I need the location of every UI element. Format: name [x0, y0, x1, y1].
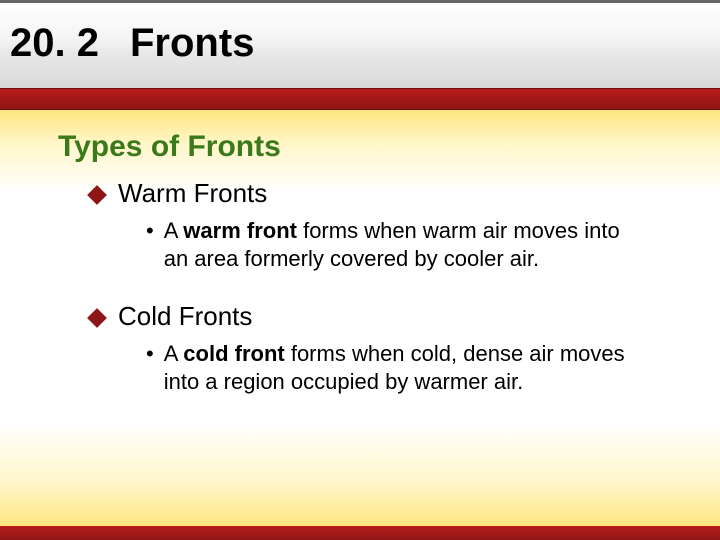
accent-bar-top [0, 88, 720, 110]
subhead-warm: Warm Fronts [90, 178, 670, 209]
bullet-text: A cold front forms when cold, dense air … [164, 340, 650, 396]
topic-title: Types of Fronts [58, 130, 670, 164]
diamond-icon [87, 185, 107, 205]
bullet-block: • A warm front forms when warm air moves… [146, 217, 650, 273]
subhead-text: Warm Fronts [118, 178, 267, 209]
bullet-bold: warm front [183, 218, 297, 243]
header-band: 20. 2 Fronts [0, 0, 720, 88]
bullet-block: • A cold front forms when cold, dense ai… [146, 340, 650, 396]
bullet-prefix: A [164, 341, 184, 366]
section-title: Fronts [130, 21, 254, 66]
list-item: • A cold front forms when cold, dense ai… [146, 340, 650, 396]
slide: 20. 2 Fronts Types of Fronts Warm Fronts… [0, 0, 720, 540]
content-area: Types of Fronts Warm Fronts • A warm fro… [58, 130, 670, 424]
bullet-prefix: A [164, 218, 184, 243]
subhead-text: Cold Fronts [118, 301, 252, 332]
bullet-text: A warm front forms when warm air moves i… [164, 217, 650, 273]
list-item: • A warm front forms when warm air moves… [146, 217, 650, 273]
subhead-cold: Cold Fronts [90, 301, 670, 332]
accent-bar-bottom [0, 526, 720, 540]
diamond-icon [87, 308, 107, 328]
section-number: 20. 2 [10, 21, 99, 66]
bullet-bold: cold front [183, 341, 284, 366]
bullet-dot-icon: • [146, 217, 154, 245]
bullet-dot-icon: • [146, 340, 154, 368]
